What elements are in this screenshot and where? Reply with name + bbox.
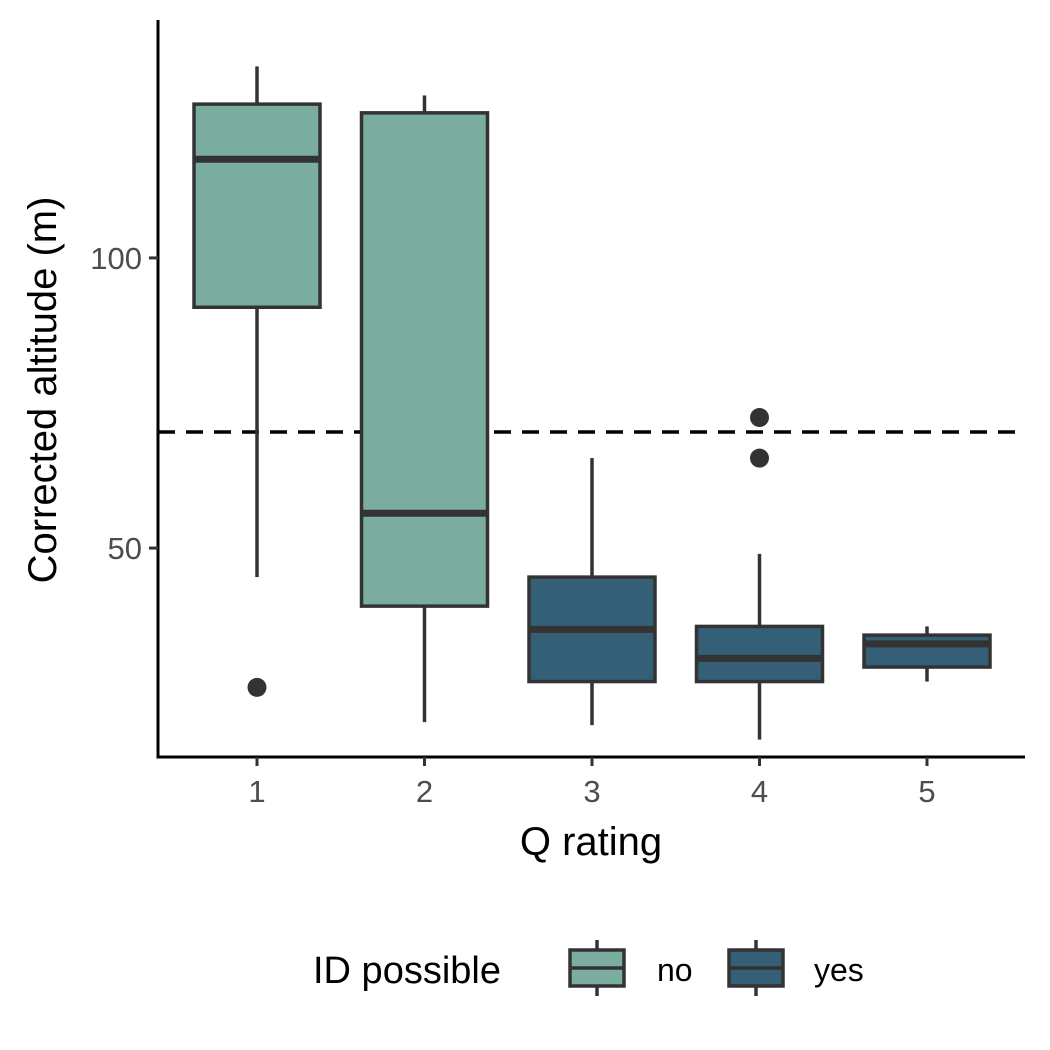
x-tick-label: 1 [248,774,265,809]
legend-label-yes: yes [814,952,864,988]
box-body [192,102,322,310]
y-axis-title: Corrected altitude (m) [21,197,65,584]
legend-key-no [568,940,626,996]
legend-label-no: no [657,952,693,988]
box-3 [527,458,657,726]
plot-area: 50 100 1 2 3 4 5 [90,20,1025,809]
y-tick-label: 50 [108,531,142,566]
legend-title: ID possible [313,950,501,992]
x-axis-title: Q rating [520,820,662,864]
x-tick-label: 4 [751,774,768,809]
x-tick-label: 5 [918,774,935,809]
outlier-point [750,448,769,468]
box-1 [192,66,322,697]
outlier-point [247,677,267,697]
outlier-point [750,408,769,428]
x-tick-label: 3 [583,774,600,809]
box-body [694,624,825,684]
box-2 [359,95,490,723]
box-body [359,111,490,608]
y-tick-label: 100 [90,241,142,276]
x-tick-label: 2 [416,774,433,809]
box-4 [694,408,825,740]
legend-key-yes [727,940,785,996]
box-5 [862,626,992,682]
box-body [862,633,992,669]
legend: ID possible no yes [313,940,864,996]
